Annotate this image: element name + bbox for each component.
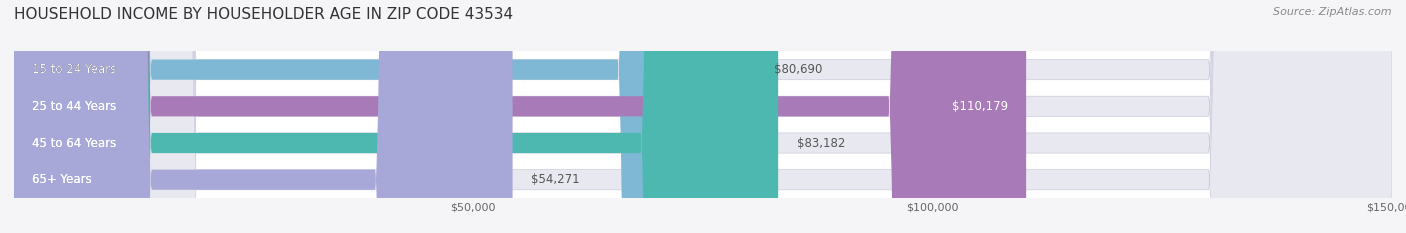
Text: 65+ Years: 65+ Years [32,173,93,186]
Text: 25 to 44 Years: 25 to 44 Years [32,100,117,113]
FancyBboxPatch shape [14,0,1392,233]
Text: 45 to 64 Years: 45 to 64 Years [32,137,117,150]
Text: $83,182: $83,182 [797,137,845,150]
FancyBboxPatch shape [14,0,1392,233]
FancyBboxPatch shape [14,0,1392,233]
FancyBboxPatch shape [14,0,778,233]
FancyBboxPatch shape [14,0,1026,233]
FancyBboxPatch shape [14,0,1392,233]
FancyBboxPatch shape [14,0,755,233]
Text: $54,271: $54,271 [531,173,579,186]
Text: $80,690: $80,690 [773,63,823,76]
Text: $110,179: $110,179 [952,100,1008,113]
FancyBboxPatch shape [14,0,513,233]
Text: 15 to 24 Years: 15 to 24 Years [32,63,117,76]
Text: 65+ Years: 65+ Years [32,173,93,186]
Text: 25 to 44 Years: 25 to 44 Years [32,100,117,113]
Text: 15 to 24 Years: 15 to 24 Years [32,63,117,76]
Text: 45 to 64 Years: 45 to 64 Years [32,137,117,150]
Text: HOUSEHOLD INCOME BY HOUSEHOLDER AGE IN ZIP CODE 43534: HOUSEHOLD INCOME BY HOUSEHOLDER AGE IN Z… [14,7,513,22]
Text: Source: ZipAtlas.com: Source: ZipAtlas.com [1274,7,1392,17]
